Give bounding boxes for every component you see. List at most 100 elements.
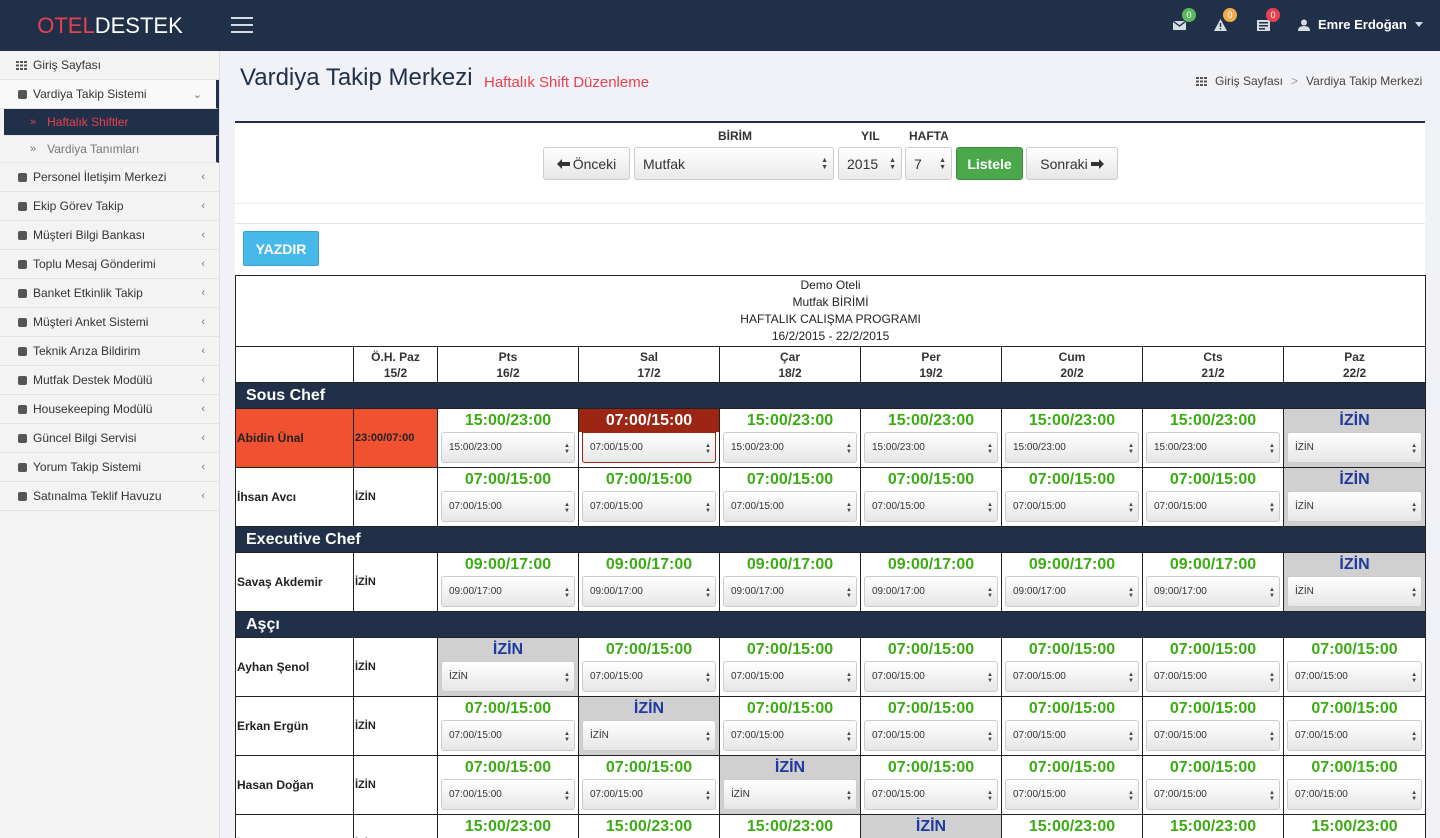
breadcrumb-home-link[interactable]: Giriş Sayfası [1215,74,1284,88]
shift-select[interactable]: 07:00/15:00 ▲ ▼ [1146,779,1280,810]
birim-select[interactable]: Mutfak ▲ ▼ [634,147,834,180]
shift-select[interactable]: 07:00/15:00 ▲ ▼ [582,491,716,522]
sidebar-item[interactable]: Mutfak Destek Modülü ‹ [0,366,219,395]
shift-select[interactable]: 07:00/15:00 ▲ ▼ [1005,720,1139,751]
shift-select[interactable]: 15:00/23:00 ▲ ▼ [1005,432,1139,463]
user-menu[interactable]: Emre Erdoğan [1298,17,1423,32]
sidebar-item-home[interactable]: Giriş Sayfası [0,51,219,80]
shift-select[interactable]: 09:00/17:00 ▲ ▼ [1005,576,1139,607]
sidebar-item-vardiya[interactable]: Vardiya Takip Sistemi ⌄ [0,80,219,109]
sidebar-item-label: Personel İletişim Merkezi [33,170,167,184]
shift-cell: 09:00/17:00 09:00/17:00 ▲ ▼ [578,552,720,612]
shift-select-value: 15:00/23:00 [449,442,502,453]
sidebar-item[interactable]: Teknik Arıza Bildirim ‹ [0,337,219,366]
shift-select-value: 07:00/15:00 [1154,730,1207,741]
shift-select[interactable]: 07:00/15:00 ▲ ▼ [723,661,857,692]
shift-select[interactable]: İZİN ▲ ▼ [582,720,716,751]
schedule-table: Demo Oteli Mutfak BİRİMİ HAFTALIK CALIŞMA … [234,275,1427,838]
birim-label: BİRİM [718,129,752,143]
shift-select[interactable]: 07:00/15:00 ▲ ▼ [723,720,857,751]
sidebar-item[interactable]: Toplu Mesaj Gönderimi ‹ [0,250,219,279]
alerts-button[interactable]: 0 [1214,8,1237,32]
chevron-left-icon: ‹ [201,490,205,502]
shift-select[interactable]: 07:00/15:00 ▲ ▼ [723,491,857,522]
shift-select[interactable]: 07:00/15:00 ▲ ▼ [864,661,998,692]
list-button[interactable]: Listele [956,147,1023,180]
sidebar-subitem-haftalik-shiftler[interactable]: » Haftalık Shiftler [4,109,219,136]
alerts-badge: 0 [1223,8,1237,22]
sidebar-item[interactable]: Yorum Takip Sistemi ‹ [0,453,219,482]
shift-select[interactable]: 07:00/15:00 ▲ ▼ [1146,491,1280,522]
shift-cell: 09:00/17:00 09:00/17:00 ▲ ▼ [860,552,1002,612]
shift-cell: 07:00/15:00 07:00/15:00 ▲ ▼ [719,637,861,697]
sidebar-item[interactable]: Personel İletişim Merkezi ‹ [0,163,219,192]
shift-select-value: İZİN [1295,586,1314,597]
shift-select[interactable]: 07:00/15:00 ▲ ▼ [582,432,716,463]
shift-select[interactable]: 07:00/15:00 ▲ ▼ [582,779,716,810]
sidebar-item[interactable]: Güncel Bilgi Servisi ‹ [0,424,219,453]
shift-select[interactable]: 07:00/15:00 ▲ ▼ [1146,661,1280,692]
shift-select[interactable]: 15:00/23:00 ▲ ▼ [1146,432,1280,463]
shift-select[interactable]: İZİN ▲ ▼ [1287,491,1423,522]
shift-select[interactable]: İZİN ▲ ▼ [723,779,857,810]
shift-select[interactable]: 07:00/15:00 ▲ ▼ [864,779,998,810]
shift-select[interactable]: 15:00/23:00 ▲ ▼ [723,432,857,463]
shift-cell: 07:00/15:00 07:00/15:00 ▲ ▼ [578,637,720,697]
tasks-button[interactable]: 0 [1257,8,1280,32]
module-icon [18,375,27,385]
shift-cell: İZİN İZİN ▲▼ [578,696,720,756]
shift-select[interactable]: İZİN ▲ ▼ [1287,432,1423,463]
shift-select[interactable]: 07:00/15:00 ▲ ▼ [864,491,998,522]
schedule-header-line: Demo Oteli [800,278,861,292]
sidebar-item-label: Ekip Görev Takip [33,199,124,213]
shift-select[interactable]: 09:00/17:00 ▲ ▼ [441,576,575,607]
shift-select[interactable]: 07:00/15:00 ▲ ▼ [1146,720,1280,751]
shift-select[interactable]: İZİN ▲ ▼ [441,661,575,692]
previous-week-button[interactable]: Önceki [543,147,630,180]
sidebar-item[interactable]: Müşteri Anket Sistemi ‹ [0,308,219,337]
shift-label: İZİN [492,641,524,658]
sidebar-item[interactable]: Müşteri Bilgi Bankası ‹ [0,221,219,250]
day-header: Ö.H. Paz 15/2 [353,346,438,383]
shift-select[interactable]: İZİN ▲ ▼ [1287,576,1423,607]
sidebar-item[interactable]: Banket Etkinlik Takip ‹ [0,279,219,308]
day-header: Çar 18/2 [719,346,861,383]
shift-select[interactable]: 07:00/15:00 ▲ ▼ [582,661,716,692]
app-logo[interactable]: OTEL DESTEK [0,0,220,51]
next-week-button[interactable]: Sonraki [1026,147,1118,180]
print-button[interactable]: YAZDIR [243,231,319,266]
shift-select[interactable]: 07:00/15:00 ▲ ▼ [441,720,575,751]
shift-select[interactable]: 15:00/23:00 ▲ ▼ [441,432,575,463]
spinner-arrows-icon: ▲ ▼ [1269,587,1275,599]
shift-select-value: 15:00/23:00 [1154,442,1207,453]
shift-select[interactable]: 09:00/17:00 ▲ ▼ [864,576,998,607]
yil-select[interactable]: 2015 ▲ ▼ [838,147,902,180]
shift-label: 07:00/15:00 [1028,471,1116,488]
shift-select[interactable]: 07:00/15:00 ▲ ▼ [1005,779,1139,810]
sidebar-item[interactable]: Ekip Görev Takip ‹ [0,192,219,221]
shift-select[interactable]: 07:00/15:00 ▲ ▼ [1005,661,1139,692]
shift-select[interactable]: 07:00/15:00 ▲ ▼ [1005,491,1139,522]
shift-label: 09:00/17:00 [1028,556,1116,573]
day-name: Ö.H. Paz [371,349,420,364]
sidebar-item[interactable]: Satınalma Teklif Havuzu ‹ [0,482,219,511]
shift-select[interactable]: 09:00/17:00 ▲ ▼ [723,576,857,607]
shift-select[interactable]: 07:00/15:00 ▲ ▼ [1287,720,1423,751]
shift-select[interactable]: 09:00/17:00 ▲ ▼ [582,576,716,607]
day-name: Cts [1203,349,1223,364]
sidebar-subitem-vardiya-tanimlari[interactable]: » Vardiya Tanımları [0,136,219,163]
sidebar-item[interactable]: Housekeeping Modülü ‹ [0,395,219,424]
breadcrumb-separator: > [1291,74,1299,88]
employee-row: Savaş Akdemir İZİN 09:00/17:00 09:00/17:00 ▲… [235,552,1427,612]
day-name: Pts [498,349,518,364]
menu-toggle-icon[interactable] [231,17,253,34]
shift-select[interactable]: 07:00/15:00 ▲ ▼ [1287,661,1423,692]
shift-select[interactable]: 07:00/15:00 ▲ ▼ [864,720,998,751]
shift-select[interactable]: 09:00/17:00 ▲ ▼ [1146,576,1280,607]
shift-select[interactable]: 15:00/23:00 ▲ ▼ [864,432,998,463]
messages-button[interactable]: 0 [1172,8,1196,32]
shift-select[interactable]: 07:00/15:00 ▲ ▼ [1287,779,1423,810]
shift-select[interactable]: 07:00/15:00 ▲ ▼ [441,491,575,522]
shift-select[interactable]: 07:00/15:00 ▲ ▼ [441,779,575,810]
hafta-select[interactable]: 7 ▲ ▼ [905,147,952,180]
